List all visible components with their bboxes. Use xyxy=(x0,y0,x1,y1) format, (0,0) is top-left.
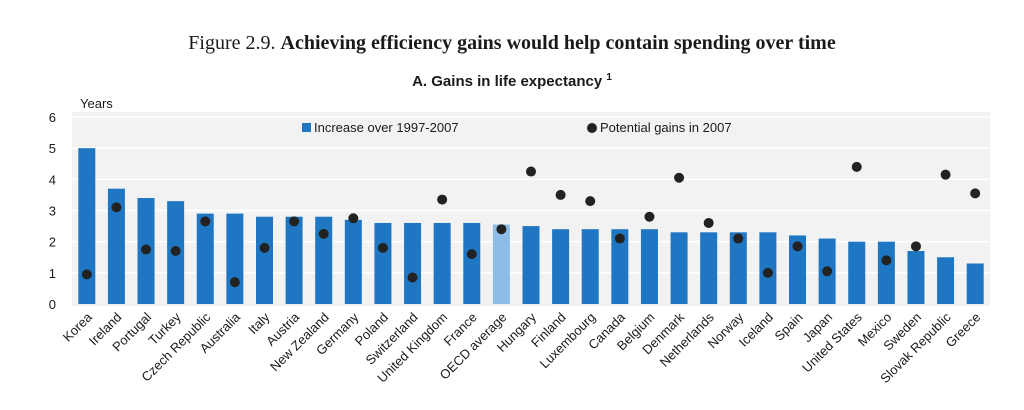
bar-denmark xyxy=(670,232,688,304)
bar-united-states xyxy=(848,241,866,304)
figure-heading: Achieving efficiency gains would help co… xyxy=(280,32,836,54)
bar-united-kingdom xyxy=(433,222,451,304)
bar-belgium xyxy=(640,229,658,304)
legend-label-increase: Increase over 1997-2007 xyxy=(314,120,459,135)
dot-switzerland xyxy=(407,272,418,283)
bar-italy xyxy=(255,216,273,304)
dot-japan xyxy=(822,266,833,277)
bar-luxembourg xyxy=(581,229,599,304)
dot-spain xyxy=(792,241,803,252)
dot-united-kingdom xyxy=(437,194,448,205)
dot-korea xyxy=(81,269,92,280)
bar-series xyxy=(78,148,984,304)
figure-title: Figure 2.9. Achieving efficiency gains w… xyxy=(0,32,1024,55)
y-axis: 0 1 2 3 4 5 6 xyxy=(49,110,56,312)
y-tick-label: 0 xyxy=(49,297,56,312)
bar-spain xyxy=(789,235,807,304)
x-tick-label: Spain xyxy=(772,310,806,344)
y-tick-label: 2 xyxy=(49,235,56,250)
dot-poland xyxy=(377,242,388,253)
y-tick-label: 5 xyxy=(49,141,56,156)
bar-norway xyxy=(729,232,747,304)
bar-czech-republic xyxy=(196,213,214,304)
legend-swatch-dot xyxy=(587,123,597,133)
dot-finland xyxy=(555,189,566,200)
y-tick-label: 1 xyxy=(49,266,56,281)
y-tick-label: 3 xyxy=(49,204,56,219)
dot-belgium xyxy=(644,211,655,222)
bar-ireland xyxy=(107,188,125,304)
dot-italy xyxy=(259,242,270,253)
dot-new-zealand xyxy=(318,228,329,239)
dot-greece xyxy=(970,188,981,199)
dot-czech-republic xyxy=(200,216,211,227)
bar-netherlands xyxy=(700,232,718,304)
y-tick-label: 4 xyxy=(49,172,56,187)
dot-denmark xyxy=(674,172,685,183)
bar-korea xyxy=(78,148,96,304)
bar-poland xyxy=(374,222,392,304)
dot-slovak-republic xyxy=(940,169,951,180)
dot-netherlands xyxy=(703,217,714,228)
dot-australia xyxy=(229,277,240,288)
dot-iceland xyxy=(762,267,773,278)
figure-number: Figure 2.9. xyxy=(188,32,276,54)
dot-mexico xyxy=(881,255,892,266)
dot-sweden xyxy=(910,241,921,252)
bar-finland xyxy=(552,229,570,304)
dot-norway xyxy=(733,233,744,244)
bar-sweden xyxy=(907,251,925,304)
bar-australia xyxy=(226,213,244,304)
chart-title-footnote: 1 xyxy=(606,72,612,83)
dot-canada xyxy=(614,233,625,244)
dot-united-states xyxy=(851,161,862,172)
dot-turkey xyxy=(170,246,181,257)
dot-oecd-average xyxy=(496,224,507,235)
dot-luxembourg xyxy=(585,196,596,207)
legend-swatch-bar xyxy=(302,123,311,132)
bar-slovak-republic xyxy=(937,257,955,304)
bar-germany xyxy=(344,219,362,304)
bar-france xyxy=(463,222,481,304)
bar-new-zealand xyxy=(315,216,333,304)
dot-hungary xyxy=(526,166,536,177)
bar-oecd-average xyxy=(492,224,510,304)
dot-portugal xyxy=(141,244,152,255)
bar-canada xyxy=(611,229,629,304)
bar-switzerland xyxy=(404,222,422,304)
legend: Increase over 1997-2007 Potential gains … xyxy=(302,120,732,135)
y-axis-label: Years xyxy=(80,96,113,111)
bar-greece xyxy=(966,263,984,304)
y-tick-label: 6 xyxy=(49,110,56,125)
chart-title: A. Gains in life expectancy 1 xyxy=(0,72,1024,90)
dot-germany xyxy=(348,213,359,224)
bar-hungary xyxy=(522,226,540,304)
dot-series xyxy=(81,161,981,288)
legend-label-potential: Potential gains in 2007 xyxy=(600,120,732,135)
dot-austria xyxy=(289,216,300,227)
bar-austria xyxy=(285,216,303,304)
chart-title-text: A. Gains in life expectancy xyxy=(412,73,603,90)
dot-ireland xyxy=(111,202,122,213)
bar-mexico xyxy=(877,241,895,304)
dot-france xyxy=(466,249,477,260)
